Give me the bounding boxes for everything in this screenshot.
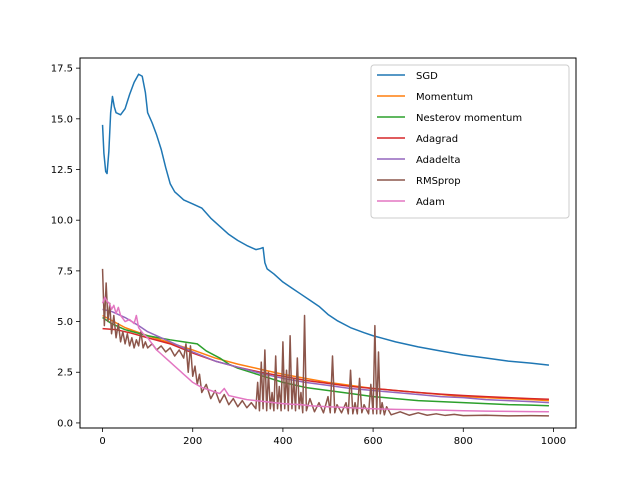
- legend-entry-label: RMSprop: [416, 176, 461, 187]
- legend-entry-label: Adagrad: [416, 134, 458, 145]
- x-tick-label: 0: [99, 436, 105, 447]
- x-tick-label: 600: [364, 436, 383, 447]
- y-tick-label: 12.5: [51, 165, 73, 176]
- legend-entry-label: Adadelta: [416, 155, 460, 166]
- x-tick-label: 400: [273, 436, 292, 447]
- y-tick-label: 7.5: [57, 266, 73, 277]
- legend-entry-label: SGD: [416, 71, 438, 82]
- plot-frame: [79, 57, 577, 429]
- legend-entry-label: Nesterov momentum: [416, 113, 522, 124]
- y-tick-label: 17.5: [51, 64, 73, 75]
- x-tick-label: 1000: [541, 436, 566, 447]
- series-line-nesterov-momentum: [102, 316, 549, 407]
- series-line-rmsprop: [101, 268, 549, 417]
- x-tick-label: 200: [183, 436, 202, 447]
- series-layer: [101, 73, 550, 417]
- series-line-adagrad: [102, 327, 549, 400]
- y-tick-label: 2.5: [57, 368, 73, 379]
- legend-box: [370, 64, 570, 219]
- y-axis: 0.0 2.5 5.0 7.5 10.0 12.5 15.0 17.5: [51, 64, 80, 429]
- series-line-adam: [101, 296, 549, 413]
- x-axis: 0 200 400 600 800 1000: [99, 428, 566, 447]
- x-tick-label: 800: [454, 436, 473, 447]
- legend-entry-label: Momentum: [416, 92, 473, 103]
- y-tick-label: 0.0: [57, 418, 73, 429]
- legend: SGD Momentum Nesterov momentum Adagrad Adade…: [370, 64, 570, 219]
- y-tick-label: 10.0: [51, 216, 73, 227]
- y-tick-label: 5.0: [57, 317, 73, 328]
- series-line-sgd: [101, 73, 550, 366]
- y-tick-label: 15.0: [51, 114, 73, 125]
- legend-entry-label: Adam: [416, 197, 445, 208]
